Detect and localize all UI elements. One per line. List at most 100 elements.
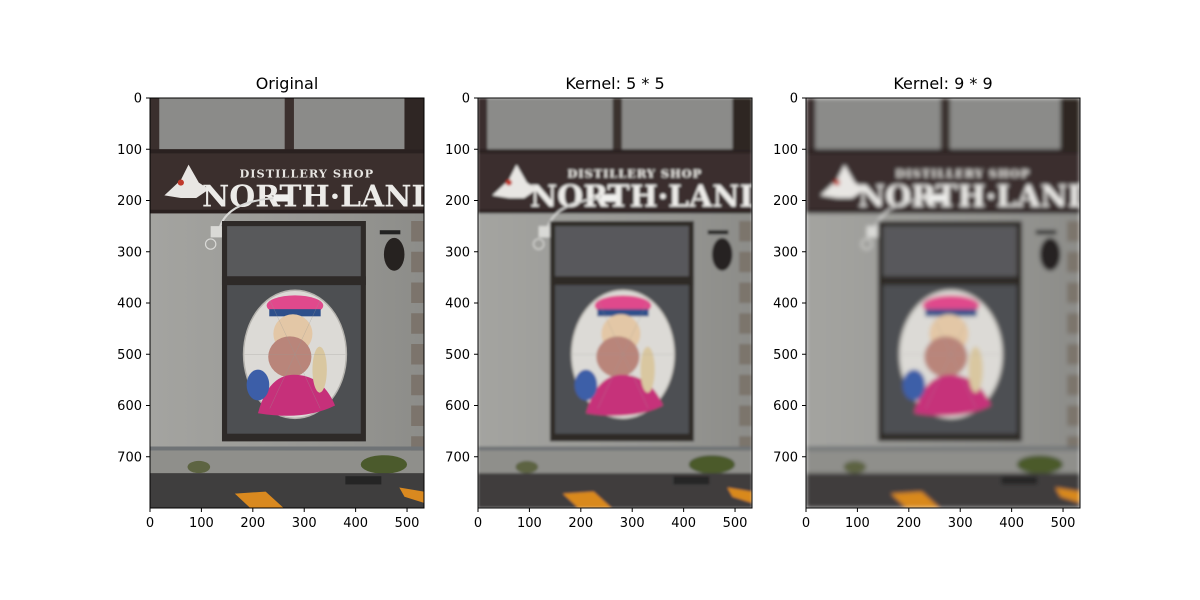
photo-plinth: [478, 450, 752, 474]
x-tick-label: 300: [620, 516, 645, 531]
photo-window-upper-pane: [883, 226, 1017, 277]
y-tick-label: 500: [445, 348, 470, 363]
y-tick-label: 700: [445, 450, 470, 465]
photo-road-marking-left: [234, 491, 284, 508]
photo-wall-lamp-base: [210, 226, 226, 238]
photo-sign-board-bottom: [806, 209, 1080, 214]
x-tick-label: 500: [1051, 516, 1076, 531]
photo-lead-line: [950, 299, 977, 355]
photo-lead-line: [622, 354, 649, 409]
photo-lead-line: [294, 299, 321, 355]
y-tick-label: 300: [445, 245, 470, 260]
photo-lead-line: [269, 299, 296, 355]
x-tick-label: 400: [671, 516, 696, 531]
photo-drain: [673, 476, 710, 485]
photo-sign-small-text: DISTILLERY SHOP: [567, 166, 702, 180]
photo-wheat: [968, 346, 983, 393]
photo-corner-stone: [411, 374, 424, 396]
y-tick-label: 700: [773, 450, 798, 465]
photo-corner-stone: [1067, 221, 1080, 242]
photo-corner-stone: [411, 251, 424, 273]
photo-beard: [596, 336, 640, 378]
y-tick-label: 600: [117, 399, 142, 414]
y-tick-label: 100: [117, 143, 142, 158]
photo-beard: [268, 336, 312, 378]
photo-hanging-bracket: [707, 230, 729, 235]
photo-lead-line: [925, 354, 952, 409]
y-tick-label: 500: [773, 348, 798, 363]
x-tick-label: 0: [474, 516, 482, 531]
photo-corner-stone: [739, 344, 752, 365]
photo-sign-logo: [164, 164, 210, 198]
photo-road-marking-right: [727, 487, 752, 503]
photo-sleeve: [574, 369, 598, 401]
photo-hanging-sign: [383, 237, 405, 271]
photo-lamp-arm: [218, 196, 279, 229]
photo-wheat: [640, 346, 655, 393]
photo-window-transom: [877, 276, 1022, 286]
y-tick-label: 0: [462, 92, 470, 107]
photo-lead-line: [269, 354, 296, 409]
photo-sign-board-top: [806, 149, 1080, 154]
photo-lamp-arm: [874, 196, 935, 229]
panel-title: Kernel: 9 * 9: [893, 74, 992, 93]
y-tick-label: 300: [773, 245, 798, 260]
photo-timber-left: [150, 98, 160, 160]
x-tick-label: 500: [723, 516, 748, 531]
photo-sign-logo-dot: [177, 179, 184, 186]
photo-hanging-bracket: [1035, 230, 1057, 235]
photo-sign-main-text: NORTH·LAND: [202, 180, 437, 215]
x-tick-label: 200: [240, 516, 265, 531]
y-tick-label: 400: [445, 297, 470, 312]
photo-corner-stone: [739, 282, 752, 303]
y-tick-label: 700: [117, 450, 142, 465]
photo-lead-line: [622, 299, 649, 355]
photo-plinth: [150, 450, 424, 474]
photo-wall-lamp-base: [538, 226, 554, 238]
photo-beard: [924, 336, 968, 378]
photo-corner-stone: [411, 344, 424, 365]
photo-timber-left: [806, 98, 816, 160]
photo-lead-line: [950, 354, 977, 409]
photo-ledge: [806, 446, 1080, 451]
photo-plant-left: [843, 460, 867, 474]
photo-hanging-bracket: [379, 230, 401, 235]
photo-sign-small-text: DISTILLERY SHOP: [895, 166, 1030, 180]
photo-timber-middle: [612, 98, 622, 157]
photo-corner-stone: [1067, 374, 1080, 396]
photo-timber-right: [404, 98, 424, 163]
photo-plant-right: [1016, 455, 1064, 474]
y-tick-label: 0: [134, 92, 142, 107]
photo-pavement: [150, 473, 424, 508]
photo-corner-stone: [411, 405, 424, 426]
photo-plinth: [806, 450, 1080, 474]
photo-corner-stone: [739, 251, 752, 273]
photo-sign-board-top: [150, 149, 424, 154]
x-tick-label: 300: [948, 516, 973, 531]
x-tick-label: 100: [517, 516, 542, 531]
x-tick-label: 0: [802, 516, 810, 531]
photo-wall-ring: [532, 238, 545, 250]
photo-timber-right: [1060, 98, 1080, 163]
photo-sign-logo: [820, 164, 866, 198]
photo-corner-stone: [739, 313, 752, 334]
y-tick-label: 200: [445, 194, 470, 209]
photo-lamp-head: [273, 194, 289, 202]
y-tick-label: 200: [117, 194, 142, 209]
photo-road-marking-right: [1055, 487, 1080, 503]
y-tick-label: 300: [117, 245, 142, 260]
photo-timber-right: [732, 98, 752, 163]
photo-plant-right: [360, 455, 408, 474]
photo-ledge: [478, 446, 752, 451]
photo-corner-stone: [739, 221, 752, 242]
x-tick-label: 400: [343, 516, 368, 531]
photo-sleeve: [902, 369, 926, 401]
y-tick-label: 600: [773, 399, 798, 414]
photo-sign-board-bottom: [150, 209, 424, 214]
photo-sign-board-bottom: [478, 209, 752, 214]
photo-sleeve: [246, 369, 270, 401]
